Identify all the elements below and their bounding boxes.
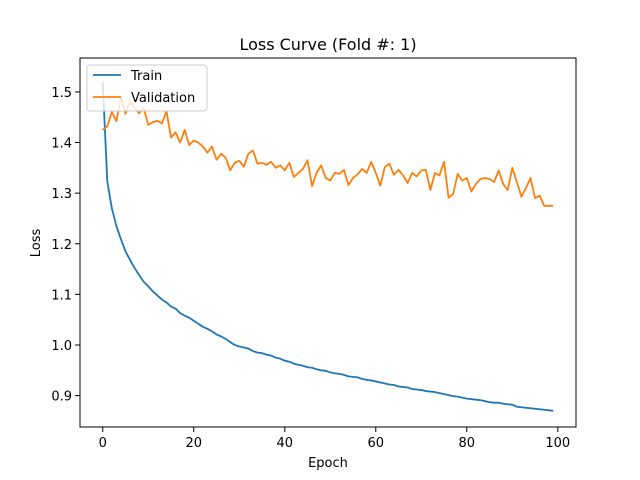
x-axis-label: Epoch xyxy=(308,456,348,471)
y-tick-label: 1.2 xyxy=(51,238,72,253)
y-tick-label: 1.0 xyxy=(51,339,72,354)
y-tick-label: 1.4 xyxy=(51,137,72,152)
y-tick-label: 1.5 xyxy=(51,86,72,101)
y-tick-label: 1.1 xyxy=(51,288,72,303)
x-tick-label: 80 xyxy=(459,436,476,451)
axes-frame xyxy=(79,57,577,428)
x-tick-label: 100 xyxy=(545,436,570,451)
axis-ticks: 0 20 40 60 80 100 0.9 1.0 1.1 1.2 1.3 1.4 1.5 xyxy=(51,86,570,451)
legend-label-train: Train xyxy=(130,69,162,84)
y-tick-label: 1.3 xyxy=(51,187,72,202)
legend-label-validation: Validation xyxy=(131,91,195,106)
x-tick-label: 20 xyxy=(185,436,202,451)
x-tick-label: 0 xyxy=(99,436,107,451)
legend: Train Validation xyxy=(86,64,208,112)
chart-title: Loss Curve (Fold #: 1) xyxy=(239,35,416,54)
x-tick-label: 40 xyxy=(276,436,293,451)
series-line-validation xyxy=(102,96,554,207)
y-tick-label: 0.9 xyxy=(51,390,72,405)
legend-box xyxy=(86,64,208,112)
series-lines xyxy=(101,81,554,412)
x-tick-label: 60 xyxy=(368,436,385,451)
series-line-train xyxy=(101,81,554,412)
y-axis-label: Loss xyxy=(29,229,44,258)
